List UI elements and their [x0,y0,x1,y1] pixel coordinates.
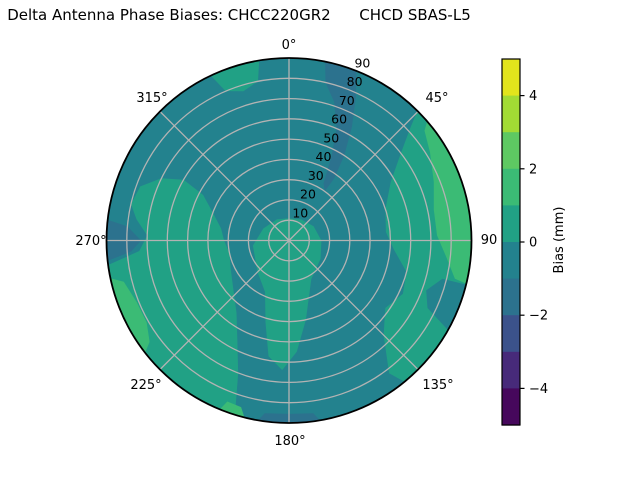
contour-region-west-annulus [106,178,239,419]
r-label-60: 60 [331,112,347,127]
r-label-30: 30 [308,168,324,183]
colorbar-band [502,315,520,353]
theta-label-315: 315° [136,91,167,106]
colorbar-tick-label: −2 [529,309,548,324]
colorbar-tick-label: −4 [529,382,548,397]
r-labels: 10 20 30 40 50 60 70 80 90 [292,56,370,221]
r-label-80: 80 [347,74,363,89]
theta-label-135: 135° [422,378,453,393]
theta-label-270: 270° [75,234,106,249]
colorbar-ticks: 4 2 0 −2 −4 [520,89,548,397]
r-label-90: 90 [354,56,370,71]
colorbar-band [502,132,520,170]
colorbar-band [502,59,520,97]
colorbar-band [502,242,520,280]
colorbar-band [502,388,520,426]
colorbar-tick-label: 0 [529,236,537,251]
colorbar-label: Bias (mm) [552,207,567,274]
colorbar-band [502,351,520,389]
colorbar-tick-label: 2 [529,162,537,177]
colorbar-bands [502,59,520,426]
theta-labels: 0° 45° 90 135° 180° 225° 270° 315° [75,38,497,449]
theta-label-0: 0° [282,38,297,53]
colorbar-tick-label: 4 [529,89,537,104]
theta-label-90: 90 [481,233,498,248]
page-title: Delta Antenna Phase Biases: CHCC220GR2 C… [7,6,471,24]
r-label-40: 40 [316,149,332,164]
theta-label-225: 225° [130,378,161,393]
r-label-20: 20 [300,187,316,202]
r-label-50: 50 [323,130,339,145]
colorbar-band [502,168,520,206]
r-label-70: 70 [339,93,355,108]
colorbar-band [502,205,520,243]
theta-label-45: 45° [425,91,448,106]
r-label-10: 10 [292,205,308,220]
contour-region-east-rim-strip [424,114,472,287]
grid-radial-lines [106,58,472,423]
polar-rim [105,57,473,424]
theta-label-180: 180° [274,434,305,449]
colorbar-band [502,278,520,316]
colorbar-band [502,95,520,133]
